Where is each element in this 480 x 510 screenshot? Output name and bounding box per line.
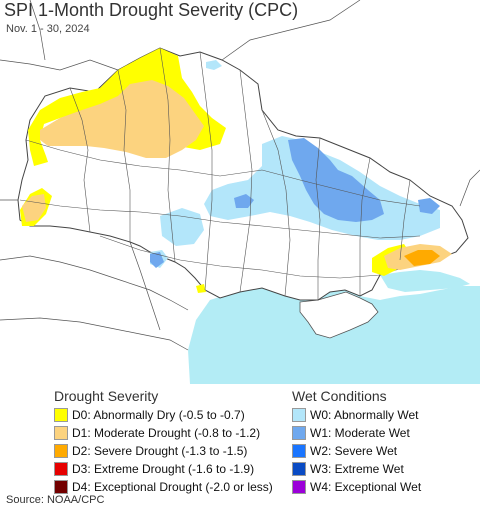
legend-label-d3: D3: Extreme Drought (-1.6 to -1.9) [72,462,255,476]
crimea [299,291,379,339]
legend-label-d1: D1: Moderate Drought (-0.8 to -1.2) [72,426,261,440]
wet-w1-east [418,198,440,214]
map-date-range: Nov. 1 - 30, 2024 [6,23,90,35]
sea-of-azov [380,270,470,292]
legend-swatch-d3 [54,462,68,476]
legend-label-w0: W0: Abnormally Wet [310,408,419,422]
legend-swatch-w2 [292,444,306,458]
legend: Drought Severity Wet Conditions D0: Abno… [0,384,480,510]
legend-item-d4: D4: Exceptional Drought (-2.0 or less) [54,478,273,496]
legend-swatch-d0 [54,408,68,422]
legend-label-d4: D4: Exceptional Drought (-2.0 or less) [72,480,273,494]
legend-drought-title: Drought Severity [54,388,159,404]
legend-label-w3: W3: Extreme Wet [310,462,404,476]
wet-w1-northeast [288,138,384,222]
source-credit: Source: NOAA/CPC [6,494,105,506]
legend-swatch-w1 [292,426,306,440]
region-borders [19,47,421,300]
legend-label-w4: W4: Exceptional Wet [310,480,422,494]
legend-swatch-d1 [54,426,68,440]
legend-label-d0: D0: Abnormally Dry (-0.5 to -0.7) [72,408,245,422]
legend-swatch-w3 [292,462,306,476]
legend-item-w4: W4: Exceptional Wet [292,478,421,496]
legend-wet-title: Wet Conditions [292,388,387,404]
legend-label-w2: W2: Severe Wet [310,444,398,458]
legend-swatch-d4 [54,480,68,494]
legend-label-d2: D2: Severe Drought (-1.3 to -1.5) [72,444,248,458]
wet-w0-center [160,208,204,246]
legend-label-w1: W1: Moderate Wet [310,426,410,440]
map-title: SPI 1-Month Drought Severity (CPC) [4,0,299,20]
legend-item-d3: D3: Extreme Drought (-1.6 to -1.9) [54,460,254,478]
legend-item-d2: D2: Severe Drought (-1.3 to -1.5) [54,442,247,460]
drought-d2-east [404,250,440,266]
wet-w0-north [206,60,222,70]
legend-item-d0: D0: Abnormally Dry (-0.5 to -0.7) [54,406,245,424]
wet-w1-south [150,252,164,268]
wet-w1-center [234,194,254,208]
drought-d1-north [40,80,204,158]
legend-item-w0: W0: Abnormally Wet [292,406,418,424]
legend-swatch-w4 [292,480,306,494]
drought-map [0,0,480,384]
legend-item-w3: W3: Extreme Wet [292,460,404,478]
drought-d0-small [196,284,206,293]
legend-swatch-w0 [292,408,306,422]
legend-item-w1: W1: Moderate Wet [292,424,410,442]
neighbor-borders [0,0,480,351]
legend-item-d1: D1: Moderate Drought (-0.8 to -1.2) [54,424,260,442]
legend-item-w2: W2: Severe Wet [292,442,397,460]
legend-swatch-d2 [54,444,68,458]
